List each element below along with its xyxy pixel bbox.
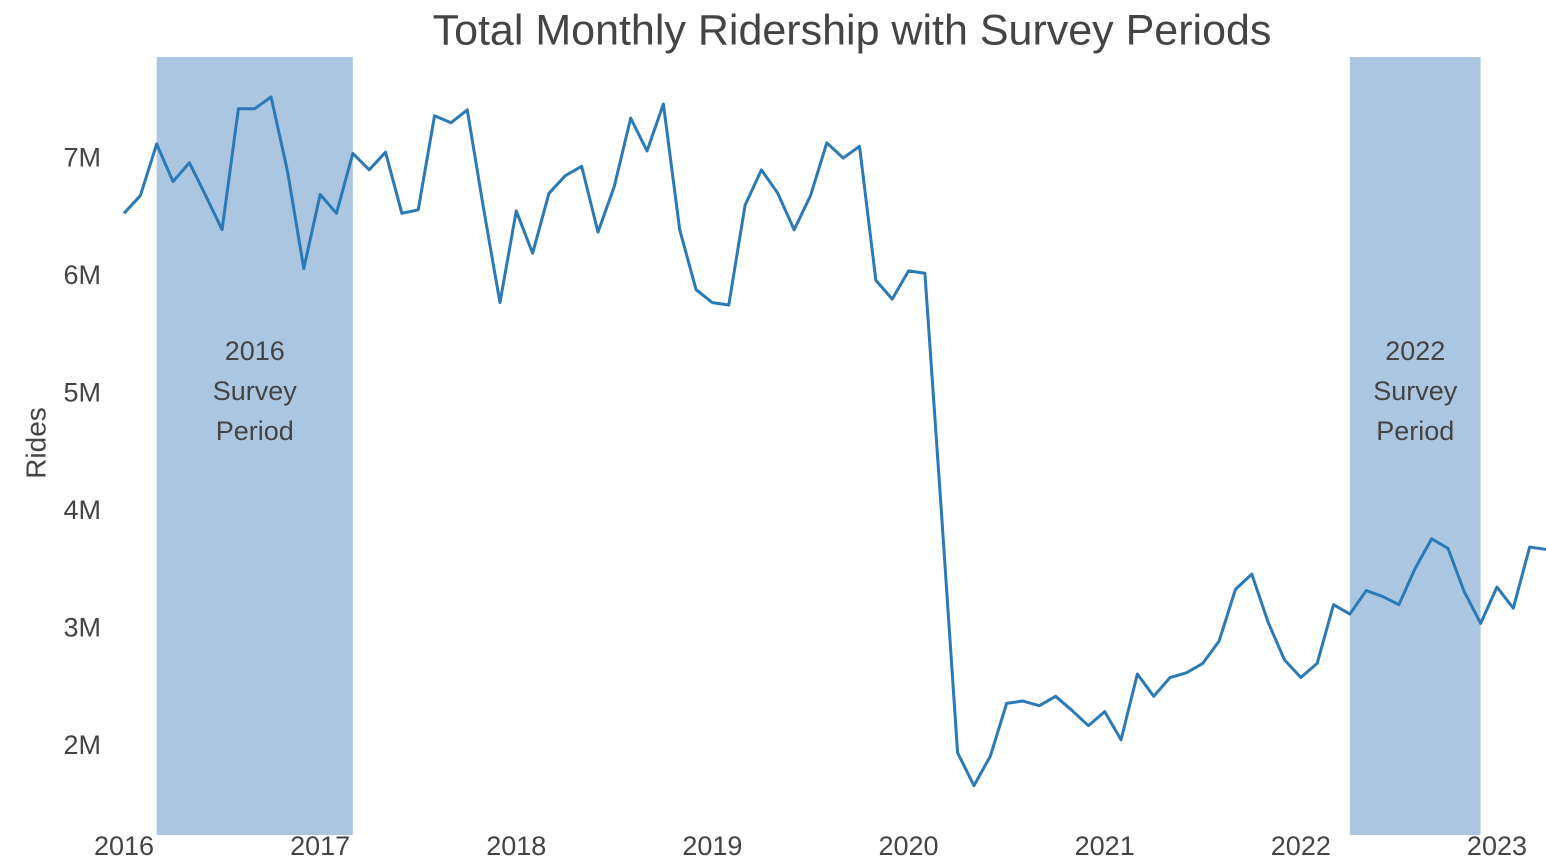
survey-region <box>1349 57 1481 835</box>
x-tick-label: 2018 <box>486 831 546 861</box>
y-tick-label: 6M <box>63 260 101 290</box>
y-tick-label: 2M <box>63 730 101 760</box>
region-label: 2016 <box>225 336 285 366</box>
y-tick-label: 5M <box>63 377 101 407</box>
x-tick-label: 2021 <box>1075 831 1135 861</box>
x-tick-label: 2016 <box>94 831 154 861</box>
region-label: Period <box>1376 416 1454 446</box>
survey-region <box>156 57 353 835</box>
y-tick-label: 4M <box>63 495 101 525</box>
chart-title: Total Monthly Ridership with Survey Peri… <box>433 6 1272 54</box>
x-tick-label: 2020 <box>879 831 939 861</box>
y-tick-label: 3M <box>63 612 101 642</box>
x-tick-label: 2023 <box>1467 831 1527 861</box>
x-tick-label: 2022 <box>1271 831 1331 861</box>
series-line <box>122 95 1546 788</box>
x-tick-label: 2019 <box>682 831 742 861</box>
region-label: Period <box>216 416 294 446</box>
y-tick-label: 7M <box>63 142 101 172</box>
region-label: Survey <box>213 376 298 406</box>
x-tick-label: 2017 <box>290 831 350 861</box>
region-label: Survey <box>1373 376 1458 406</box>
region-label: 2022 <box>1385 336 1445 366</box>
y-axis-label: Rides <box>20 407 51 479</box>
